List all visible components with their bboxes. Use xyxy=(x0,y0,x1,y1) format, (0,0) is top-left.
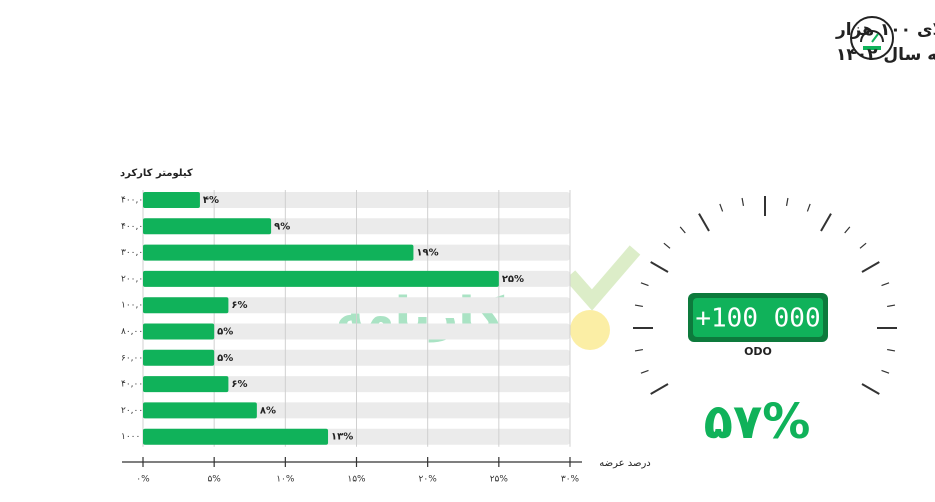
watermark-check xyxy=(564,245,641,311)
bar xyxy=(143,376,229,393)
value-label: ۹% xyxy=(274,221,290,232)
bar xyxy=(143,270,499,287)
gauge-tick xyxy=(650,261,669,273)
chart-title: کیلومتر کارکرد در عرضه سال ۱۴۰۲ xyxy=(836,45,935,65)
bar xyxy=(143,428,329,445)
gauge-tick xyxy=(844,226,851,234)
header-icon xyxy=(850,16,894,60)
x-axis-label: درصد عرضه xyxy=(599,458,651,469)
watermark-badge xyxy=(570,310,610,350)
x-tick-label: ۲۰% xyxy=(419,475,438,485)
value-label: ۱۳% xyxy=(331,432,353,443)
gauge-tick xyxy=(698,213,710,232)
gauge-tick xyxy=(887,348,896,352)
chart-title: سهم بیشتر خودروهای بالای ۱۰۰ هزار xyxy=(835,20,935,40)
bar xyxy=(143,297,229,314)
y-tick-label: ۰ – ۱۰۰۰ xyxy=(121,432,155,442)
gauge-tick xyxy=(741,197,745,206)
gauge-tick xyxy=(861,383,880,395)
bar xyxy=(143,244,414,261)
x-tick-label: ۳۰% xyxy=(561,475,580,485)
header-icon-arc xyxy=(860,30,884,43)
header-icon-bar xyxy=(863,46,881,50)
value-label: ۴% xyxy=(203,195,219,206)
odometer-screen xyxy=(693,298,823,337)
x-tick-label: ۱۵% xyxy=(347,475,366,485)
x-tick-label: ۱۰% xyxy=(276,475,295,485)
value-label: ۵% xyxy=(217,327,233,338)
gauge-tick xyxy=(881,282,890,287)
x-tick-label: ۵% xyxy=(207,475,221,485)
header-icon-needle xyxy=(871,33,879,43)
value-label: ۶% xyxy=(231,300,247,311)
gauge xyxy=(633,196,897,395)
gauge-tick xyxy=(820,213,832,232)
y-axis-label: کیلومتر کارکرد xyxy=(120,168,193,179)
gauge-tick xyxy=(679,226,686,234)
bar xyxy=(143,218,272,235)
gauge-tick xyxy=(887,304,896,308)
gauge-tick xyxy=(634,348,643,352)
gauge-tick xyxy=(663,242,671,249)
bar xyxy=(143,323,215,340)
value-label: ۶% xyxy=(231,379,247,390)
gauge-tick xyxy=(719,203,724,212)
gauge-tick xyxy=(859,242,867,249)
value-label: ۱۹% xyxy=(416,248,438,259)
x-tick-label: ۰% xyxy=(136,475,150,485)
odometer-label: ODO xyxy=(744,345,772,358)
gauge-tick xyxy=(650,383,669,395)
gauge-tick xyxy=(785,197,789,206)
bar xyxy=(143,192,200,208)
gauge-tick xyxy=(861,261,880,273)
value-label: ۲۵% xyxy=(502,274,524,285)
highlight-value: ۵۷% xyxy=(704,394,811,450)
value-label: ۵% xyxy=(217,353,233,364)
gauge-tick xyxy=(806,203,811,212)
value-label: ۸% xyxy=(260,405,276,416)
odometer-value: +100 000 xyxy=(695,304,820,334)
bar xyxy=(143,402,257,419)
x-tick-label: ۲۵% xyxy=(490,475,509,485)
gauge-tick xyxy=(881,369,890,374)
gauge-tick xyxy=(634,304,643,308)
gauge-tick xyxy=(640,369,649,374)
bar xyxy=(143,349,215,366)
gauge-tick xyxy=(640,282,649,287)
